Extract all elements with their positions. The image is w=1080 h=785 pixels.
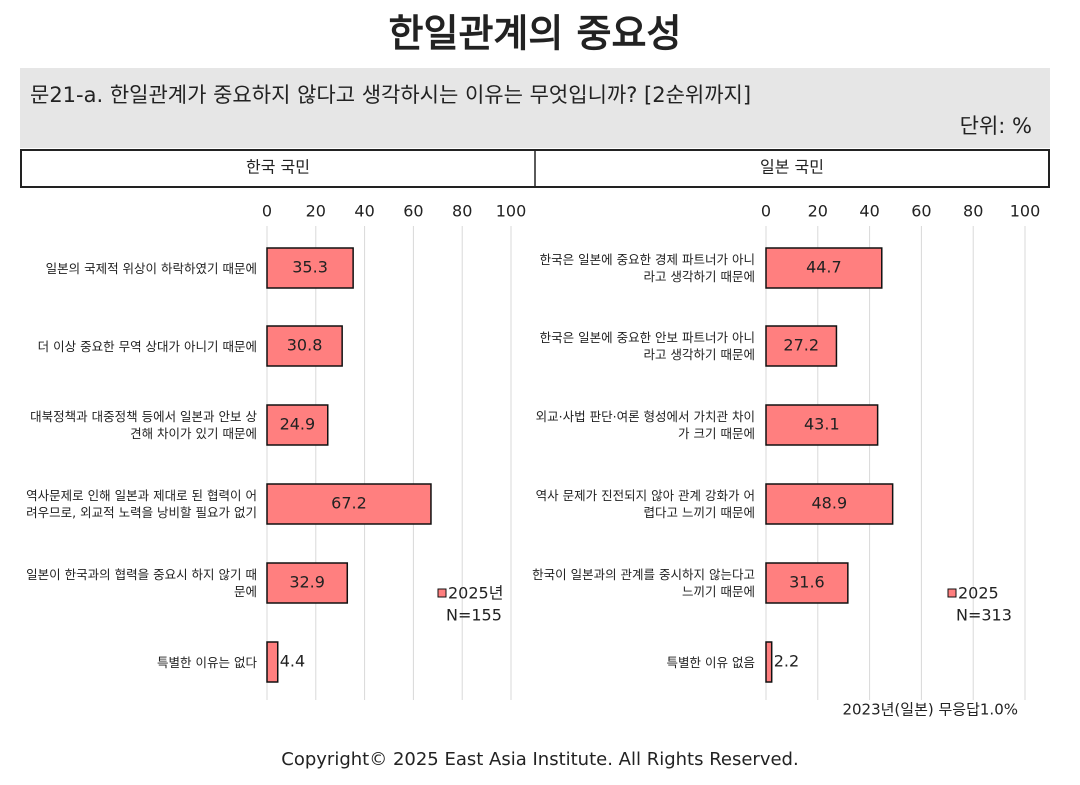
x-tick-label: 20 [808,202,828,221]
value-label: 35.3 [292,258,328,277]
panel-title: 일본 국민 [760,158,824,177]
bar [266,325,343,367]
value-label: 67.2 [331,494,367,513]
bar [765,325,838,367]
value-label: 48.9 [812,494,848,513]
x-tick-label: 20 [306,202,326,221]
x-tick-label: 80 [452,202,472,221]
x-tick-label: 100 [496,202,527,221]
x-tick-label: 60 [403,202,423,221]
value-label: 30.8 [287,336,323,355]
bar [765,404,879,446]
category-label: 역사문제로 인해 일본과 제대로 된 협력이 어려우므로, 외교적 노력을 낭비… [26,488,257,520]
x-tick-label: 40 [859,202,879,221]
value-label: 2.2 [774,652,799,671]
copyright: Copyright© 2025 East Asia Institute. All… [281,749,798,770]
category-label: 한국은 일본에 중요한 안보 파트너가 아니라고 생각하기 때문에 [539,330,755,362]
x-tick-label: 0 [761,202,771,221]
value-label: 24.9 [280,415,316,434]
category-label: 일본의 국제적 위상이 하락하였기 때문에 [45,260,257,276]
legend-label: 2025년 [448,584,503,603]
value-label: 4.4 [280,652,305,671]
legend-swatch [437,588,447,598]
value-label: 32.9 [289,573,325,592]
bar [765,562,849,604]
annotation: 2023년(일본) 무응답1.0% [842,701,1018,719]
category-label: 특별한 이유 없음 [666,654,755,670]
page-title: 한일관계의 중요성 [389,12,682,56]
legend-note: N=313 [956,606,1012,625]
bar [266,562,349,604]
value-label: 31.6 [789,573,825,592]
category-label: 특별한 이유는 없다 [157,654,257,670]
bar [765,247,883,289]
bar [266,404,329,446]
category-label: 일본이 한국과의 협력을 중요시 하지 않기 때문에 [26,567,257,599]
bar [266,247,354,289]
legend-note: N=155 [446,606,502,625]
unit: 단위: % [960,114,1032,138]
question-box [20,68,1050,148]
value-label: 44.7 [806,258,842,277]
x-tick-label: 40 [354,202,374,221]
bar [266,641,279,683]
question: 문21-a. 한일관계가 중요하지 않다고 생각하시는 이유는 무엇입니까? [… [30,83,751,107]
bar [765,641,773,683]
bar [765,483,894,525]
category-label: 한국이 일본과의 관계를 중시하지 않는다고 느끼기 때문에 [532,567,755,599]
bar [266,483,432,525]
category-label: 외교·사법 판단·여론 형성에서 가치관 차이가 크기 때문에 [535,409,755,441]
category-label: 대북정책과 대중정책 등에서 일본과 안보 상 견해 차이가 있기 때문에 [30,409,257,441]
value-label: 43.1 [804,415,840,434]
legend-label: 2025 [958,584,999,603]
value-label: 27.2 [783,336,819,355]
category-label: 역사 문제가 진전되지 않아 관계 강화가 어렵다고 느끼기 때문에 [535,488,755,520]
panel-title: 한국 국민 [246,158,310,177]
legend-swatch [947,588,957,598]
x-tick-label: 60 [911,202,931,221]
x-tick-label: 80 [963,202,983,221]
category-label: 한국은 일본에 중요한 경제 파트너가 아니라고 생각하기 때문에 [539,252,755,284]
x-tick-label: 0 [262,202,272,221]
x-tick-label: 100 [1010,202,1041,221]
category-label: 더 이상 중요한 무역 상대가 아니기 때문에 [37,338,257,354]
